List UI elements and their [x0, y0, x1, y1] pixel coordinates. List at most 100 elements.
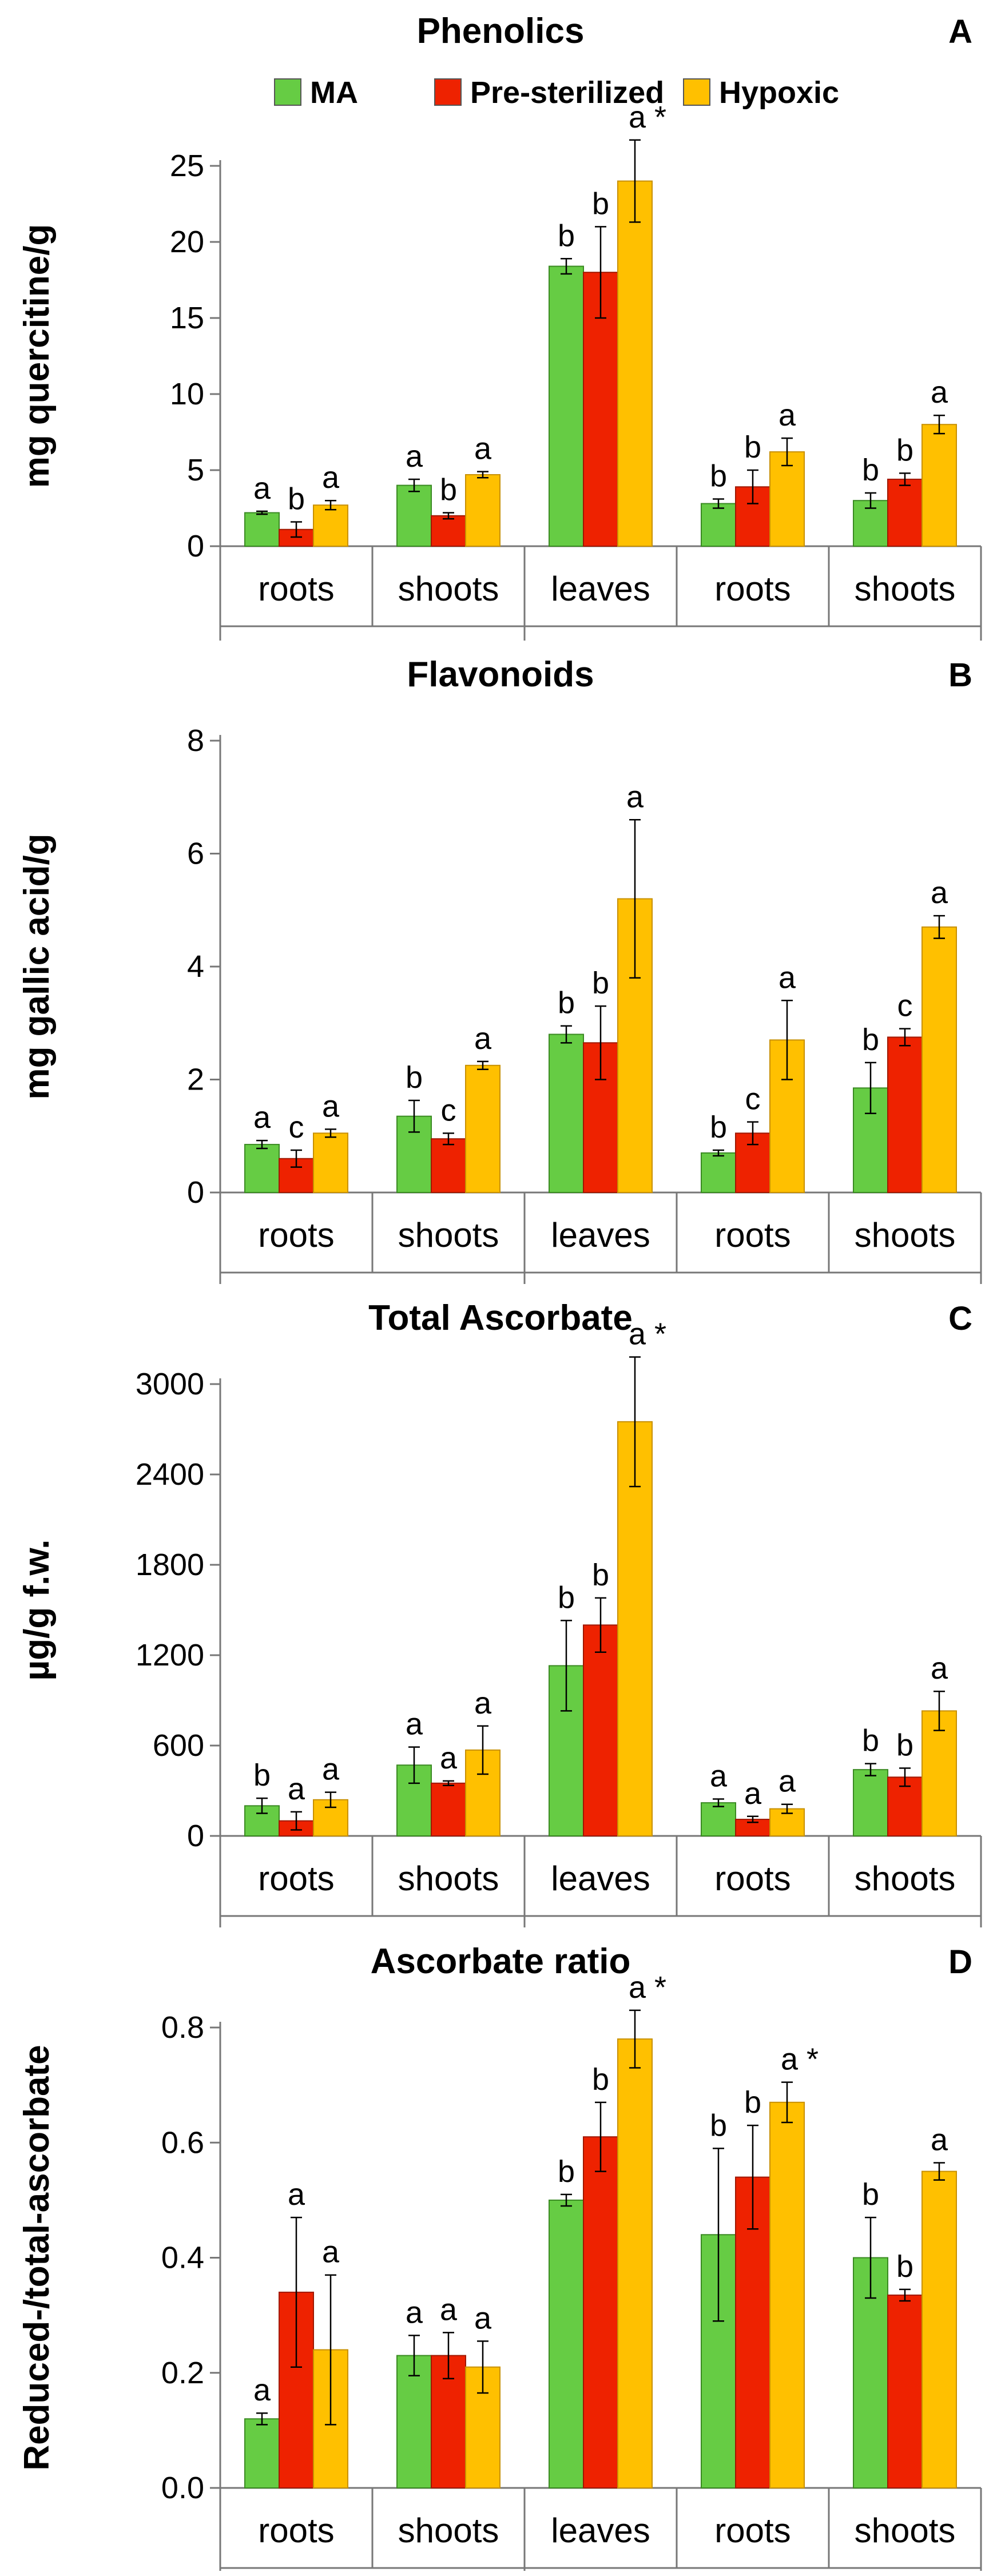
- panel-label: A: [948, 13, 972, 50]
- significance-label: a: [931, 375, 948, 410]
- bar: [313, 504, 348, 547]
- bar-group: aba: [396, 432, 500, 547]
- y-tick-label: 4: [187, 949, 204, 984]
- bar: [431, 515, 466, 547]
- bar: [313, 1799, 348, 1836]
- category-label: shoots: [398, 1216, 499, 1254]
- significance-label: b: [862, 1023, 879, 1057]
- bar-group: bc a: [701, 960, 805, 1193]
- significance-label: b: [862, 2177, 879, 2212]
- y-axis-label: mg quercitine/g: [17, 224, 57, 488]
- y-tick-label: 1800: [136, 1548, 204, 1582]
- bar: [279, 2291, 314, 2488]
- bar: [396, 2355, 432, 2488]
- significance-label: c: [745, 1082, 761, 1116]
- significance-label: a: [253, 471, 271, 506]
- significance-label: b: [592, 186, 609, 221]
- category-label: shoots: [855, 1216, 956, 1254]
- legend-label-2: Pre-sterilized: [470, 75, 664, 110]
- significance-label: b: [558, 986, 575, 1020]
- significance-label: b: [592, 966, 609, 1000]
- significance-label: b: [558, 218, 575, 253]
- bar: [617, 2038, 653, 2488]
- bar: [887, 478, 923, 547]
- bar: [921, 926, 957, 1193]
- y-tick-label: 0: [187, 1175, 204, 1210]
- significance-label: a *: [629, 1317, 666, 1351]
- bar-group: bba: [701, 398, 805, 547]
- significance-label: b: [862, 453, 879, 487]
- significance-label: c: [897, 989, 913, 1023]
- bar: [313, 1132, 348, 1193]
- significance-label: a: [474, 2301, 492, 2335]
- bar-group: bba: [853, 2122, 957, 2488]
- legend: MA Pre-sterilized Hypoxic: [274, 75, 839, 110]
- significance-label: b: [558, 2154, 575, 2189]
- y-tick-label: 0.0: [161, 2471, 204, 2505]
- bar: [244, 2418, 280, 2488]
- chart-title: Total Ascorbate: [368, 1298, 633, 1338]
- category-label: shoots: [855, 570, 956, 608]
- significance-label: b: [710, 1110, 727, 1144]
- bar: [583, 2136, 618, 2488]
- bar: [583, 1624, 618, 1836]
- y-tick-label: 5: [187, 453, 204, 487]
- significance-label: a: [778, 1764, 796, 1799]
- bar-group: bb a *: [701, 2042, 819, 2488]
- y-tick-label: 10: [170, 377, 204, 411]
- chart-title: Ascorbate ratio: [371, 1942, 631, 1981]
- bar: [701, 503, 736, 547]
- category-label: roots: [258, 570, 334, 608]
- bar: [921, 2170, 957, 2488]
- category-label: roots: [714, 2511, 791, 2550]
- y-tick-label: 20: [170, 225, 204, 259]
- significance-label: a: [406, 1707, 423, 1742]
- ascorbate-ratio-chart: Ascorbate ratio D Reduced-/total-ascorbate…: [17, 1942, 982, 2576]
- category-label: leaves: [551, 2511, 650, 2550]
- y-tick-label: 0.4: [161, 2241, 204, 2275]
- y-axis-label: µg/g f.w.: [17, 1540, 57, 1681]
- bar-group: bb a *: [549, 1317, 666, 1837]
- significance-label: a *: [629, 100, 666, 134]
- bar-group: aaa: [396, 1686, 500, 1837]
- significance-label: c: [289, 1110, 304, 1144]
- y-tick-label: 15: [170, 301, 204, 335]
- significance-label: a: [710, 1759, 728, 1793]
- y-axis-label: Reduced-/total-ascorbate: [17, 2045, 57, 2470]
- y-tick-label: 600: [153, 1728, 204, 1763]
- y-tick-label: 3000: [136, 1367, 204, 1401]
- category-label: leaves: [551, 1216, 650, 1254]
- significance-label: a: [931, 2122, 948, 2157]
- legend-swatch-3: [683, 78, 710, 106]
- significance-label: b: [710, 459, 727, 494]
- significance-label: a: [406, 2295, 423, 2329]
- significance-label: b: [896, 433, 913, 467]
- bar: [431, 1138, 466, 1193]
- bar: [431, 1782, 466, 1836]
- bar: [769, 451, 805, 547]
- significance-label: b: [592, 1558, 609, 1592]
- significance-label: a: [778, 960, 796, 995]
- bar: [887, 2294, 923, 2488]
- category-label: shoots: [855, 2511, 956, 2550]
- bar: [549, 1033, 584, 1193]
- panel-label: B: [948, 657, 972, 694]
- chart-title: Flavonoids: [407, 655, 594, 694]
- y-tick-label: 0.6: [161, 2125, 204, 2160]
- significance-label: a: [322, 2235, 340, 2269]
- legend-label-1: MA: [310, 75, 358, 110]
- significance-label: a: [440, 2292, 458, 2327]
- bar: [549, 2199, 584, 2488]
- legend-swatch-2: [434, 78, 462, 106]
- y-tick-label: 25: [170, 149, 204, 183]
- bar: [244, 512, 280, 547]
- bar: [465, 474, 500, 547]
- significance-label: a *: [629, 1970, 666, 2005]
- significance-label: b: [558, 1580, 575, 1615]
- bar-group: bc a: [853, 876, 957, 1193]
